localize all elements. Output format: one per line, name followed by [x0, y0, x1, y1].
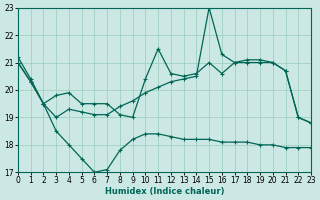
X-axis label: Humidex (Indice chaleur): Humidex (Indice chaleur): [105, 187, 224, 196]
